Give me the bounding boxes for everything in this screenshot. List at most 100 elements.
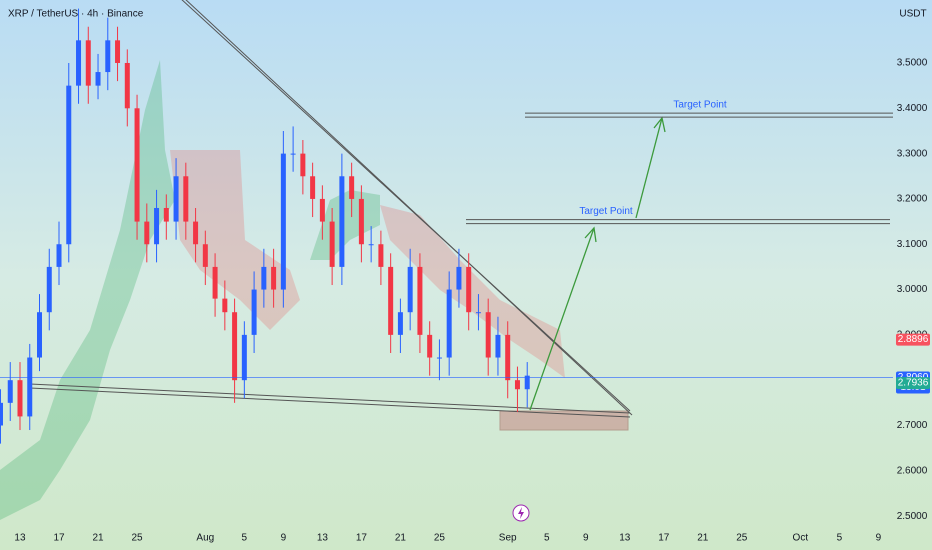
candle-body: [183, 176, 189, 222]
candle-body: [105, 40, 111, 73]
x-tick-label: 13: [619, 533, 631, 544]
candle-body: [495, 334, 501, 358]
candle-body: [163, 207, 169, 222]
candle-body: [95, 72, 101, 86]
x-tick-label: 5: [544, 533, 550, 544]
candle-body: [85, 40, 91, 86]
y-tick-label: 3.4000: [897, 103, 928, 114]
candle-body: [66, 85, 72, 245]
candle-body: [173, 176, 179, 222]
x-tick-label: 5: [242, 533, 248, 544]
candle-body: [17, 380, 23, 417]
target-label: Target Point: [579, 206, 633, 217]
candle-body: [388, 266, 394, 335]
candle-body: [407, 266, 413, 313]
chart-title: XRP / TetherUS · 4h · Binance: [8, 9, 144, 20]
candle-body: [241, 334, 247, 381]
y-tick-label: 2.7000: [897, 420, 928, 431]
candle-body: [193, 221, 199, 245]
candle-body: [446, 289, 452, 358]
x-tick-label: 21: [697, 533, 709, 544]
cloud-green: [0, 60, 175, 520]
candle-body: [251, 289, 257, 335]
x-tick-label: 17: [53, 533, 65, 544]
target-label: Target Point: [673, 100, 727, 111]
candle-body: [417, 266, 423, 335]
x-tick-label: 25: [131, 533, 143, 544]
candle-body: [475, 312, 481, 314]
candle-body: [319, 198, 325, 222]
candle-body: [505, 334, 511, 381]
candle-body: [436, 357, 442, 359]
candle-body: [222, 298, 228, 313]
price-label-box: [896, 333, 930, 346]
candle-body: [56, 244, 62, 267]
candle-body: [134, 108, 140, 222]
y-tick-label: 3.0000: [897, 284, 928, 295]
candle-body: [290, 153, 296, 155]
candle-body: [300, 153, 306, 177]
candle-body: [368, 244, 374, 246]
candle-body: [339, 176, 345, 267]
candle-body: [310, 176, 316, 199]
unit-label: USDT: [899, 9, 926, 20]
candle-body: [212, 266, 218, 299]
price-label: 2.7936: [898, 378, 929, 389]
x-tick-label: 13: [14, 533, 26, 544]
candle-body: [46, 266, 52, 313]
candle-body: [232, 312, 238, 381]
candle-body: [358, 198, 364, 245]
price-label: 2.8896: [898, 334, 929, 345]
candle-body: [378, 244, 384, 267]
cloud-red: [380, 205, 565, 378]
y-tick-label: 2.6000: [897, 465, 928, 476]
candle-body: [514, 380, 520, 390]
candle-body: [202, 244, 208, 267]
candle-body: [115, 40, 121, 63]
x-tick-label: Sep: [499, 533, 517, 544]
x-tick-label: 13: [317, 533, 329, 544]
y-tick-label: 3.3000: [897, 148, 928, 159]
y-tick-label: 3.2000: [897, 194, 928, 205]
x-tick-label: Oct: [793, 533, 809, 544]
candle-body: [466, 266, 472, 313]
x-tick-label: 17: [356, 533, 368, 544]
x-tick-label: 21: [395, 533, 407, 544]
candle-body: [524, 375, 530, 390]
candle-body: [0, 402, 3, 426]
candle-body: [329, 221, 335, 267]
x-tick-label: 9: [876, 533, 882, 544]
candle-body: [427, 334, 433, 358]
y-tick-label: 3.5000: [897, 58, 928, 69]
candle-body: [271, 266, 277, 290]
candle-body: [27, 357, 33, 417]
candle-body: [144, 221, 150, 245]
candle-body: [397, 312, 403, 335]
y-tick-label: 2.5000: [897, 511, 928, 522]
cloud-red: [170, 150, 300, 330]
candle-body: [7, 380, 13, 403]
x-tick-label: 17: [658, 533, 670, 544]
price-label-box: [896, 377, 930, 390]
x-tick-label: 5: [837, 533, 843, 544]
candle-body: [485, 312, 491, 358]
candle-body: [76, 40, 82, 86]
event-icon-bolt: [518, 507, 524, 519]
candle-body: [124, 62, 130, 109]
candle-body: [456, 266, 462, 290]
candle-body: [261, 266, 267, 290]
x-tick-label: 9: [281, 533, 287, 544]
candle-body: [154, 207, 160, 245]
x-tick-label: 25: [736, 533, 748, 544]
x-tick-label: Aug: [196, 533, 214, 544]
candle-body: [37, 312, 43, 358]
candle-body: [280, 153, 286, 290]
x-tick-label: 21: [92, 533, 104, 544]
candle-body: [349, 176, 355, 199]
y-tick-label: 3.1000: [897, 239, 928, 250]
target-arrows: [529, 116, 666, 411]
x-tick-label: 25: [434, 533, 446, 544]
x-tick-label: 9: [583, 533, 589, 544]
